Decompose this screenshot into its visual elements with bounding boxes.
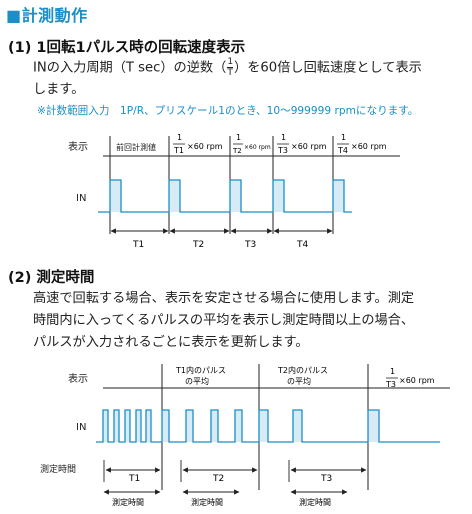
- display-cell-avg-t2: T2内のパルス の平均: [277, 365, 328, 386]
- measure-caption-brackets: 測定時間 測定時間 測定時間: [103, 489, 348, 507]
- measure-caption-1: 測定時間: [112, 497, 144, 507]
- svg-text:T4: T4: [337, 146, 348, 155]
- section2-text-line2: 時間内に入ってくるパルスの平均を表示し測定時間以上の場合、: [33, 313, 415, 328]
- measure-arrows: T1 T2 T3: [103, 460, 367, 484]
- period-label-t3: T3: [244, 240, 256, 250]
- svg-text:T2内のパルス: T2内のパルス: [277, 365, 328, 375]
- svg-text:T2: T2: [232, 147, 242, 155]
- svg-text:T1: T1: [173, 146, 184, 155]
- period-label-2-t3: T3: [320, 474, 332, 484]
- section2-heading: (2) 測定時間: [8, 270, 95, 286]
- section1-text-line1: INの入力周期（T sec）の逆数（ 1 T ）を60倍し回転速度として表示: [33, 57, 422, 78]
- svg-text:の平均: の平均: [287, 376, 311, 386]
- svg-text:1: 1: [236, 133, 241, 142]
- section1-note: ※計数範囲入力 1P/R、プリスケール1のとき、10～999999 rpmになり…: [37, 105, 419, 117]
- svg-text:×60 rpm: ×60 rpm: [291, 142, 327, 151]
- section1-text-line2: します。: [33, 82, 85, 97]
- timing-diagram-2: 表示 T1内のパルス の平均 T2内のパルス の平均 1 T3 ×60 rpm …: [40, 364, 450, 507]
- period-label-2-t2: T2: [212, 474, 224, 484]
- svg-text:T3: T3: [277, 146, 288, 155]
- display-cell-t4: 1 T4 ×60 rpm: [337, 133, 387, 155]
- page-title: ■計測動作: [6, 6, 88, 25]
- display-cell-t2: 1 T2 ×60 rpm: [232, 133, 271, 155]
- svg-text:T1内のパルス: T1内のパルス: [175, 365, 226, 375]
- measure-row-label: 測定時間: [40, 463, 76, 475]
- svg-text:×60 rpm: ×60 rpm: [399, 376, 435, 385]
- period-arrows-1: T1 T2 T3 T4: [110, 228, 333, 250]
- svg-text:1: 1: [390, 367, 395, 376]
- display-cell-t3-rpm: 1 T3 ×60 rpm: [385, 367, 435, 389]
- display-cell-t1: 1 T1 ×60 rpm: [173, 133, 223, 155]
- section2-text-line3: パルスが入力されるごとに表示を更新します。: [33, 335, 309, 350]
- display-row-label: 表示: [68, 140, 88, 153]
- svg-text:の平均: の平均: [185, 376, 209, 386]
- timing-diagram-1: 表示 前回計測値 1 T1 ×60 rpm 1 T2 ×60 rpm 1 T3 …: [68, 133, 400, 250]
- period-label-t2: T2: [192, 240, 204, 250]
- svg-text:×60 rpm: ×60 rpm: [187, 142, 223, 151]
- section2-text-line1: 高速で回転する場合、表示を安定させる場合に使用します。測定: [33, 291, 415, 306]
- display-cell-avg-t1: T1内のパルス の平均: [175, 365, 226, 386]
- period-label-2-t1: T1: [128, 474, 140, 484]
- svg-text:1: 1: [281, 133, 286, 142]
- period-label-t4: T4: [296, 240, 308, 250]
- svg-text:×60 rpm: ×60 rpm: [244, 144, 271, 151]
- svg-text:T3: T3: [385, 380, 396, 389]
- section1-heading: (1) 1回転1パルス時の回転速度表示: [8, 40, 246, 56]
- svg-text:×60 rpm: ×60 rpm: [351, 142, 387, 151]
- svg-text:1: 1: [177, 133, 182, 142]
- display-cell-previous: 前回計測値: [116, 142, 156, 152]
- display-cell-t3: 1 T3 ×60 rpm: [277, 133, 327, 155]
- pulse-waveform-1: [98, 179, 352, 213]
- in-row-label-2: IN: [76, 422, 86, 433]
- period-label-t1: T1: [132, 240, 144, 250]
- svg-text:1: 1: [341, 133, 346, 142]
- display-row-label-2: 表示: [68, 372, 88, 385]
- measure-caption-3: 測定時間: [299, 497, 331, 507]
- measure-caption-2: 測定時間: [191, 497, 223, 507]
- in-row-label: IN: [76, 193, 86, 204]
- pulse-waveform-2: [96, 409, 440, 443]
